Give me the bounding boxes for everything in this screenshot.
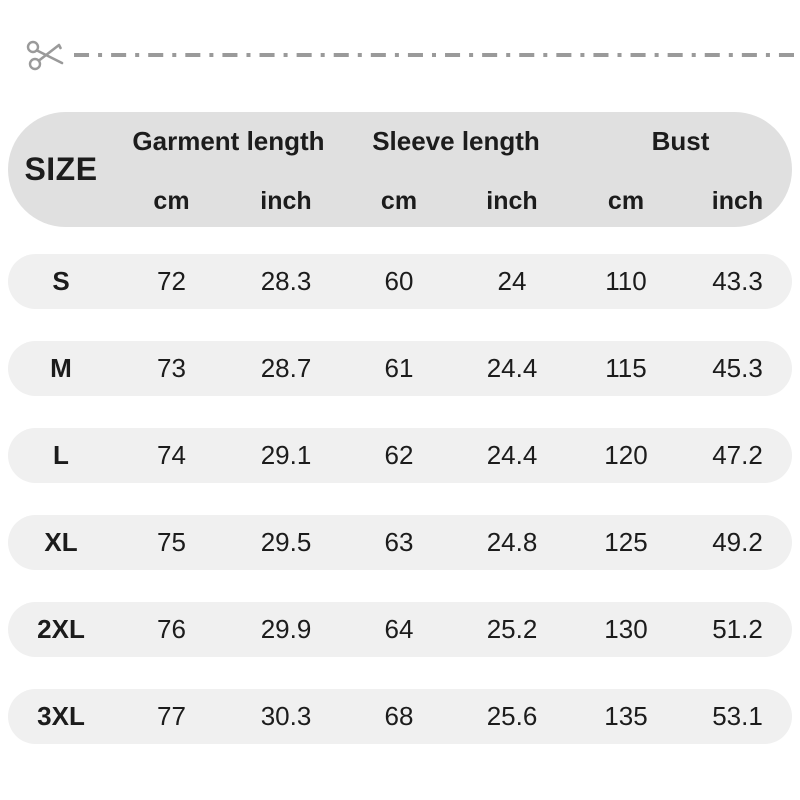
value-cell: 29.9 <box>260 614 312 644</box>
size-cell: L <box>53 440 69 470</box>
header-group-sleeve-length: Sleeve length cm inch <box>343 112 569 227</box>
header-group-bust: Bust cm inch <box>569 112 792 227</box>
value-cell: 72 <box>157 266 186 296</box>
table-row-s: S 72 28.3 60 24 110 43.3 <box>8 254 792 309</box>
unit-row: cm inch <box>569 164 792 227</box>
value-cell: 68 <box>384 701 414 731</box>
value-cell: 53.1 <box>712 701 763 731</box>
table-row-3xl: 3XL 77 30.3 68 25.6 135 53.1 <box>8 689 792 744</box>
value-cell: 130 <box>604 614 648 644</box>
value-cell: 49.2 <box>712 527 763 557</box>
value-cell: 28.3 <box>260 266 312 296</box>
value-cell: 24.8 <box>486 527 538 557</box>
size-cell: 2XL <box>37 614 85 644</box>
unit-label-cm: cm <box>607 187 645 215</box>
unit-label-cm: cm <box>153 187 190 215</box>
value-cell: 64 <box>384 614 414 644</box>
unit-row: cm inch <box>343 164 569 227</box>
table-row-m: M 73 28.7 61 24.4 115 45.3 <box>8 341 792 396</box>
value-cell: 29.1 <box>260 440 312 470</box>
value-cell: 29.5 <box>260 527 312 557</box>
header-group-garment-length: Garment length cm inch <box>114 112 343 227</box>
value-cell: 120 <box>604 440 648 470</box>
table-row-2xl: 2XL 76 29.9 64 25.2 130 51.2 <box>8 602 792 657</box>
value-cell: 115 <box>605 353 647 383</box>
value-cell: 74 <box>157 440 186 470</box>
group-label: Garment length <box>132 125 325 156</box>
value-cell: 62 <box>384 440 414 470</box>
size-cell: M <box>50 353 72 383</box>
value-cell: 75 <box>157 527 186 557</box>
group-label: Sleeve length <box>372 125 540 156</box>
value-cell: 47.2 <box>712 440 763 470</box>
value-cell: 76 <box>157 614 186 644</box>
value-cell: 60 <box>384 266 414 296</box>
value-cell: 30.3 <box>260 701 312 731</box>
value-cell: 135 <box>604 701 648 731</box>
dashed-cut-line <box>74 53 796 57</box>
group-label: Bust <box>651 125 710 156</box>
value-cell: 77 <box>157 701 186 731</box>
scissors-icon <box>26 40 64 71</box>
size-column-header: SIZE <box>24 151 98 187</box>
unit-label-inch: inch <box>711 187 764 215</box>
value-cell: 125 <box>604 527 648 557</box>
size-cell: XL <box>44 527 78 557</box>
cut-here-line <box>24 34 796 76</box>
value-cell: 51.2 <box>712 614 763 644</box>
value-cell: 25.6 <box>486 701 538 731</box>
unit-label-inch: inch <box>260 187 312 215</box>
value-cell: 24.4 <box>486 440 538 470</box>
unit-row: cm inch <box>114 164 343 227</box>
value-cell: 24.4 <box>486 353 538 383</box>
value-cell: 61 <box>384 353 414 383</box>
table-row-l: L 74 29.1 62 24.4 120 47.2 <box>8 428 792 483</box>
value-cell: 110 <box>605 266 647 296</box>
size-cell: S <box>52 266 70 296</box>
size-cell: 3XL <box>37 701 85 731</box>
unit-label-inch: inch <box>486 187 538 215</box>
table-header: SIZE Garment length cm inch Sleeve lengt… <box>8 112 792 227</box>
value-cell: 45.3 <box>712 353 763 383</box>
value-cell: 25.2 <box>486 614 538 644</box>
value-cell: 24 <box>497 266 527 296</box>
value-cell: 63 <box>384 527 414 557</box>
value-cell: 43.3 <box>712 266 763 296</box>
value-cell: 28.7 <box>260 353 312 383</box>
unit-label-cm: cm <box>380 187 418 215</box>
value-cell: 73 <box>157 353 186 383</box>
table-row-xl: XL 75 29.5 63 24.8 125 49.2 <box>8 515 792 570</box>
